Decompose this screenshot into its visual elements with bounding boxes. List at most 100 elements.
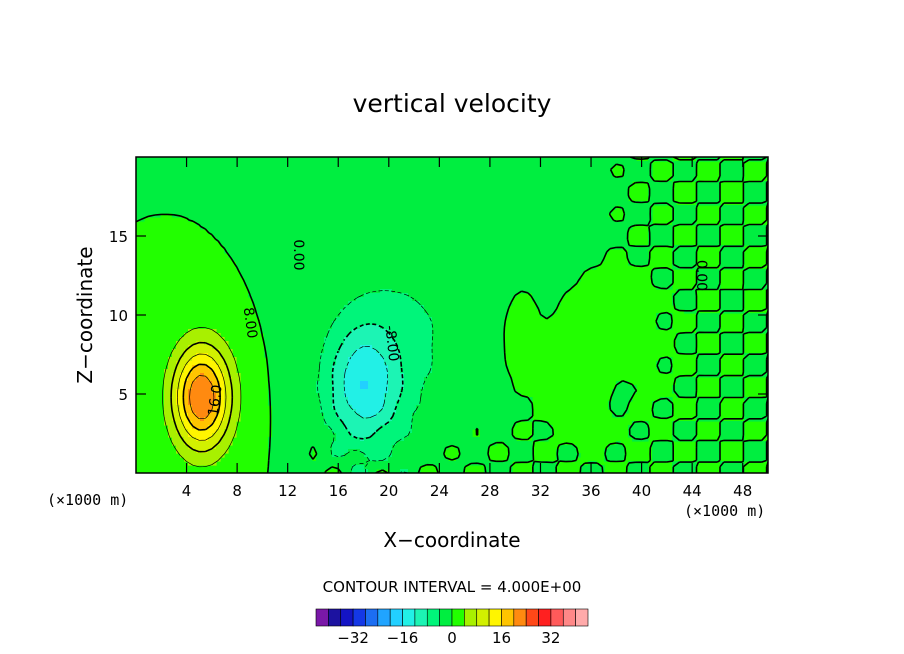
field-cell xyxy=(420,273,425,278)
field-cell xyxy=(344,265,349,270)
field-cell xyxy=(340,449,345,454)
field-cell xyxy=(324,273,329,278)
field-cell xyxy=(424,189,429,194)
field-cell xyxy=(304,361,309,366)
field-cell xyxy=(448,469,453,473)
field-cell xyxy=(376,345,381,350)
field-cell xyxy=(364,397,369,402)
field-cell xyxy=(376,165,381,170)
field-cell xyxy=(384,413,389,418)
field-cell xyxy=(432,457,437,462)
field-cell xyxy=(204,217,209,222)
field-cell xyxy=(372,225,377,230)
field-cell xyxy=(180,189,185,194)
field-cell xyxy=(384,465,389,470)
field-cell xyxy=(264,313,269,318)
field-cell xyxy=(376,377,381,382)
field-cell xyxy=(400,313,405,318)
field-cell xyxy=(400,157,405,162)
field-cell xyxy=(216,221,221,226)
field-cell xyxy=(348,349,353,354)
field-cell xyxy=(456,269,461,274)
field-cell xyxy=(440,201,445,206)
field-cell xyxy=(444,201,449,206)
field-cell xyxy=(280,245,285,250)
field-cell xyxy=(436,413,441,418)
field-cell xyxy=(312,229,317,234)
field-cell xyxy=(360,165,365,170)
field-cell xyxy=(192,357,197,362)
field-cell xyxy=(216,209,221,214)
field-cell xyxy=(340,301,345,306)
field-cell xyxy=(336,289,341,294)
field-cell xyxy=(208,377,213,382)
field-cell xyxy=(316,405,321,410)
field-cell xyxy=(272,277,277,282)
field-cell xyxy=(316,369,321,374)
field-cell xyxy=(260,201,265,206)
field-cell xyxy=(228,245,233,250)
field-cell xyxy=(404,341,409,346)
field-cell xyxy=(356,361,361,366)
field-cell xyxy=(368,405,373,410)
field-cell xyxy=(176,449,181,454)
field-cell xyxy=(180,341,185,346)
field-cell xyxy=(352,349,357,354)
field-cell xyxy=(304,293,309,298)
field-cell xyxy=(224,385,229,390)
field-cell xyxy=(404,393,409,398)
field-cell xyxy=(424,313,429,318)
field-cell xyxy=(432,253,437,258)
field-cell xyxy=(284,389,289,394)
field-cell xyxy=(404,409,409,414)
field-cell xyxy=(448,249,453,254)
field-cell xyxy=(392,265,397,270)
field-cell xyxy=(284,249,289,254)
field-cell xyxy=(232,161,237,166)
field-cell xyxy=(448,273,453,278)
field-cell xyxy=(212,181,217,186)
field-cell xyxy=(364,389,369,394)
field-cell xyxy=(336,401,341,406)
field-cell xyxy=(224,389,229,394)
field-cell xyxy=(424,425,429,430)
field-cell xyxy=(264,201,269,206)
field-cell xyxy=(316,365,321,370)
field-cell xyxy=(420,405,425,410)
field-cell xyxy=(176,365,181,370)
field-cell xyxy=(184,213,189,218)
field-cell xyxy=(368,313,373,318)
field-cell xyxy=(268,465,273,470)
field-cell xyxy=(308,469,313,473)
field-cell xyxy=(400,221,405,226)
field-cell xyxy=(400,377,405,382)
field-cell xyxy=(376,461,381,466)
field-cell xyxy=(204,357,209,362)
field-cell xyxy=(292,193,297,198)
field-cell xyxy=(444,397,449,402)
field-cell xyxy=(452,221,457,226)
field-cell xyxy=(264,177,269,182)
field-cell xyxy=(392,461,397,466)
field-cell xyxy=(240,241,245,246)
field-cell xyxy=(340,293,345,298)
field-cell xyxy=(300,437,305,442)
field-cell xyxy=(168,369,173,374)
field-cell xyxy=(436,365,441,370)
field-cell xyxy=(372,445,377,450)
field-cell xyxy=(376,405,381,410)
field-cell xyxy=(436,389,441,394)
field-cell xyxy=(320,417,325,422)
field-cell xyxy=(280,337,285,342)
field-cell xyxy=(428,385,433,390)
field-cell xyxy=(208,349,213,354)
field-cell xyxy=(360,233,365,238)
field-cell xyxy=(296,265,301,270)
field-cell xyxy=(340,285,345,290)
field-cell xyxy=(216,453,221,458)
field-cell xyxy=(184,457,189,462)
field-cell xyxy=(200,445,205,450)
field-cell xyxy=(144,189,149,194)
field-cell xyxy=(204,417,209,422)
field-cell xyxy=(276,185,281,190)
